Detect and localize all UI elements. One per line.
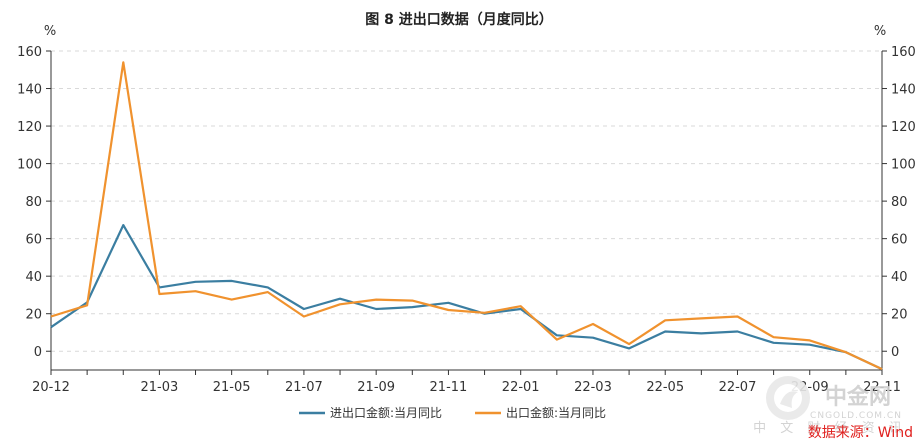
series-lines: [50, 61, 883, 371]
x-tick-label-22-11: 22-11: [863, 380, 901, 395]
y-right-tick-label-100: 100: [891, 158, 916, 173]
x-tick-label-22-07: 22-07: [719, 380, 757, 395]
watermark-logo-icon: [766, 376, 810, 420]
series-line-0: [50, 224, 883, 371]
y-left-tick-label-120: 120: [17, 120, 42, 135]
axes: 0 0 20 20 40 40 60 60 80 80 100 100 120 120 140 140 160 1…: [17, 45, 916, 395]
x-tick-label-21-09: 21-09: [357, 380, 395, 395]
watermark-domain: CNGOLD.COM.CN: [810, 411, 902, 421]
x-tick-label-22-01: 22-01: [502, 380, 540, 395]
y-right-tick-label-20: 20: [891, 308, 908, 323]
y-right-tick-label-120: 120: [891, 120, 916, 135]
gridlines: [51, 50, 882, 352]
y-right-tick-label-140: 140: [891, 83, 916, 98]
y-left-tick-label-100: 100: [17, 158, 42, 173]
x-tick-label-22-05: 22-05: [646, 380, 684, 395]
legend-label-export: 出口金额:当月同比: [506, 405, 606, 420]
x-tick-label-21-05: 21-05: [213, 380, 251, 395]
x-tick-label-21-03: 21-03: [141, 380, 179, 395]
y-left-tick-label-160: 160: [17, 45, 42, 60]
legend: 进出口金额:当月同比 出口金额:当月同比: [299, 405, 606, 420]
legend-label-trade: 进出口金额:当月同比: [330, 405, 442, 420]
x-tick-label-20-12: 20-12: [32, 380, 70, 395]
x-tick-label-21-11: 21-11: [430, 380, 468, 395]
watermark-brand: 中金网: [825, 384, 891, 410]
y-right-tick-label-160: 160: [891, 45, 916, 60]
y-right-tick-label-40: 40: [891, 270, 908, 285]
series-line-1: [50, 61, 883, 371]
y-axis-left-unit: %: [44, 24, 56, 39]
chart-title: 图 8 进出口数据（月度同比）: [365, 11, 553, 28]
y-left-tick-label-140: 140: [17, 83, 42, 98]
y-left-tick-label-80: 80: [25, 195, 42, 210]
y-right-tick-label-0: 0: [891, 345, 899, 360]
x-tick-label-22-03: 22-03: [574, 380, 612, 395]
data-source-note: 数据来源：Wind: [808, 425, 913, 441]
y-left-tick-label-0: 0: [34, 345, 42, 360]
y-left-tick-label-60: 60: [25, 233, 42, 248]
y-right-tick-label-60: 60: [891, 233, 908, 248]
y-right-tick-label-80: 80: [891, 195, 908, 210]
y-left-tick-label-40: 40: [25, 270, 42, 285]
y-left-tick-label-20: 20: [25, 308, 42, 323]
watermark: 中金网 CNGOLD.COM.CN 中 文 财 经 资 讯: [753, 376, 907, 436]
x-tick-label-21-07: 21-07: [285, 380, 323, 395]
watermark-tagline: 中 文 财 经 资 讯: [753, 421, 907, 436]
y-axis-right-unit: %: [874, 24, 886, 39]
